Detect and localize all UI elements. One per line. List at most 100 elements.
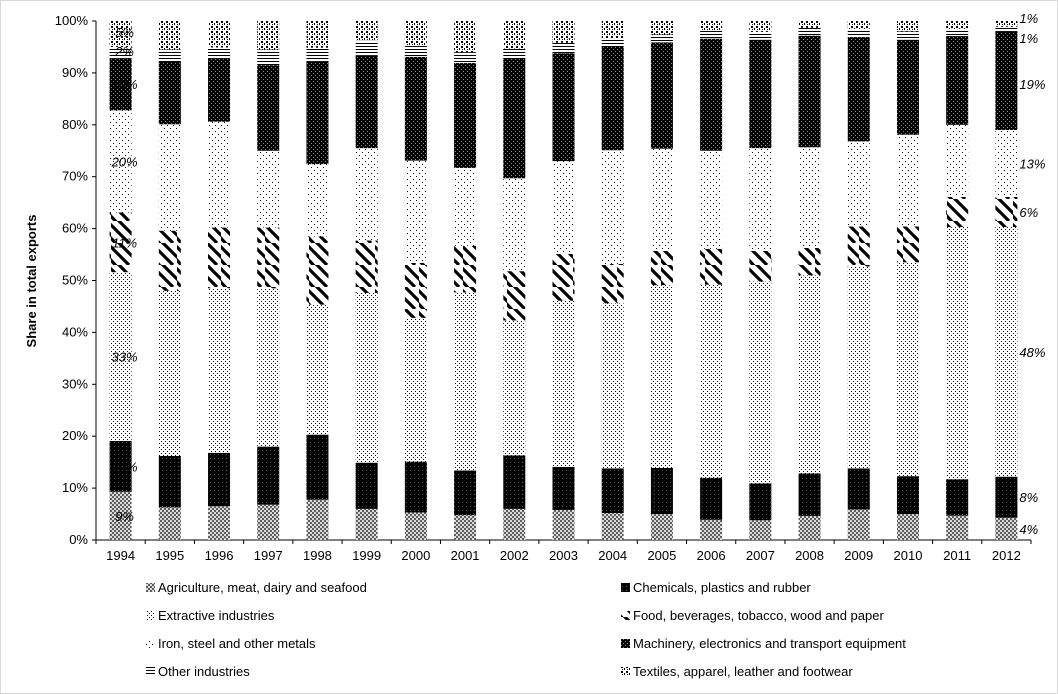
- bar-segment: [896, 262, 919, 477]
- bar-segment: [601, 303, 624, 469]
- x-tick-label: 2000: [401, 548, 430, 563]
- bar-segment: [208, 21, 231, 48]
- data-label: 4%: [1019, 522, 1038, 537]
- x-tick-label: 2001: [451, 548, 480, 563]
- bar-segment: [995, 129, 1018, 197]
- bar-segment: [355, 292, 378, 463]
- legend-swatch: [146, 667, 155, 676]
- x-tick-label: 2010: [894, 548, 923, 563]
- bar-segment: [847, 266, 870, 469]
- x-tick-label: 2012: [992, 548, 1021, 563]
- bar-segment: [601, 468, 624, 514]
- bar-segment: [650, 34, 673, 43]
- bar-segment: [109, 212, 132, 273]
- x-tick-label: 2002: [500, 548, 529, 563]
- y-tick-label: 50%: [62, 273, 88, 288]
- y-tick-label: 20%: [62, 428, 88, 443]
- bar-segment: [109, 21, 132, 47]
- bar-segment: [257, 150, 280, 228]
- bar-segment: [749, 148, 772, 251]
- bar-segment: [552, 21, 575, 43]
- bar-segment: [847, 21, 870, 29]
- bar-segment: [454, 245, 477, 293]
- bar-segment: [650, 467, 673, 515]
- bar-segment: [896, 39, 919, 135]
- bar-segment: [208, 58, 231, 122]
- bar-segment: [749, 281, 772, 484]
- bar-segment: [208, 121, 231, 228]
- bar-segment: [601, 38, 624, 47]
- bar-segment: [109, 491, 132, 540]
- bar-segment: [552, 42, 575, 54]
- bars: [109, 21, 1018, 540]
- bar-segment: [158, 230, 181, 291]
- legend-swatch: [621, 667, 630, 676]
- x-tick-label: 1997: [254, 548, 283, 563]
- x-tick-label: 2005: [647, 548, 676, 563]
- bar-segment: [454, 470, 477, 516]
- data-label: 1%: [1019, 31, 1038, 46]
- y-tick-label: 0%: [69, 532, 88, 547]
- bar-segment: [946, 28, 969, 37]
- bar-segment: [650, 285, 673, 468]
- bar-segment: [896, 21, 919, 32]
- bar-segment: [601, 46, 624, 151]
- bar-segment: [404, 512, 427, 540]
- bar-segment: [700, 30, 723, 39]
- bar-segment: [995, 196, 1018, 228]
- bar-segment: [946, 36, 969, 125]
- bar-segment: [257, 446, 280, 505]
- x-tick-label: 2008: [795, 548, 824, 563]
- bar-segment: [158, 49, 181, 63]
- bar-segment: [601, 21, 624, 39]
- bar-segment: [503, 271, 526, 321]
- bar-segment: [995, 31, 1018, 130]
- bar-segment: [798, 515, 821, 540]
- data-label: 48%: [1019, 345, 1045, 360]
- legend-item-label: Textiles, apparel, leather and footwear: [633, 664, 853, 679]
- bar-segment: [404, 317, 427, 462]
- data-label: 1%: [1019, 11, 1038, 26]
- bar-segment: [208, 506, 231, 540]
- y-tick-label: 90%: [62, 65, 88, 80]
- bar-segment: [798, 247, 821, 276]
- bar-segment: [798, 473, 821, 516]
- bar-segment: [995, 476, 1018, 518]
- legend-swatch: [621, 611, 630, 620]
- bar-segment: [454, 515, 477, 540]
- legend-item-label: Food, beverages, tobacco, wood and paper: [633, 608, 884, 623]
- bar-segment: [552, 509, 575, 540]
- bar-segment: [946, 479, 969, 516]
- legend-swatch: [146, 583, 155, 592]
- bar-segment: [946, 196, 969, 228]
- bar-segment: [700, 248, 723, 285]
- bar-segment: [995, 26, 1018, 32]
- bar-segment: [109, 272, 132, 441]
- y-tick-label: 60%: [62, 221, 88, 236]
- bar-segment: [306, 499, 329, 540]
- bar-segment: [355, 148, 378, 241]
- data-label: 20%: [111, 154, 138, 169]
- bar-segment: [503, 57, 526, 179]
- legend-item-label: Iron, steel and other metals: [158, 636, 316, 651]
- bar-segment: [208, 288, 231, 453]
- bar-segment: [798, 27, 821, 36]
- bar-segment: [749, 21, 772, 32]
- bar-segment: [404, 56, 427, 161]
- x-tick-label: 1998: [303, 548, 332, 563]
- x-tick-label: 1999: [352, 548, 381, 563]
- bar-segment: [896, 134, 919, 227]
- legend-swatch: [621, 639, 630, 648]
- legend-swatch: [621, 583, 630, 592]
- bar-segment: [552, 466, 575, 510]
- bar-segment: [896, 31, 919, 40]
- data-label: 13%: [1019, 156, 1045, 171]
- bar-segment: [158, 455, 181, 508]
- bar-segment: [650, 21, 673, 35]
- bar-segment: [109, 58, 132, 111]
- axes: 0% 10% 20% 30% 40% 50% 60% 70% 80% 90% 100% 1994 199…: [55, 13, 1032, 563]
- bar-segment: [847, 141, 870, 227]
- y-tick-label: 70%: [62, 169, 88, 184]
